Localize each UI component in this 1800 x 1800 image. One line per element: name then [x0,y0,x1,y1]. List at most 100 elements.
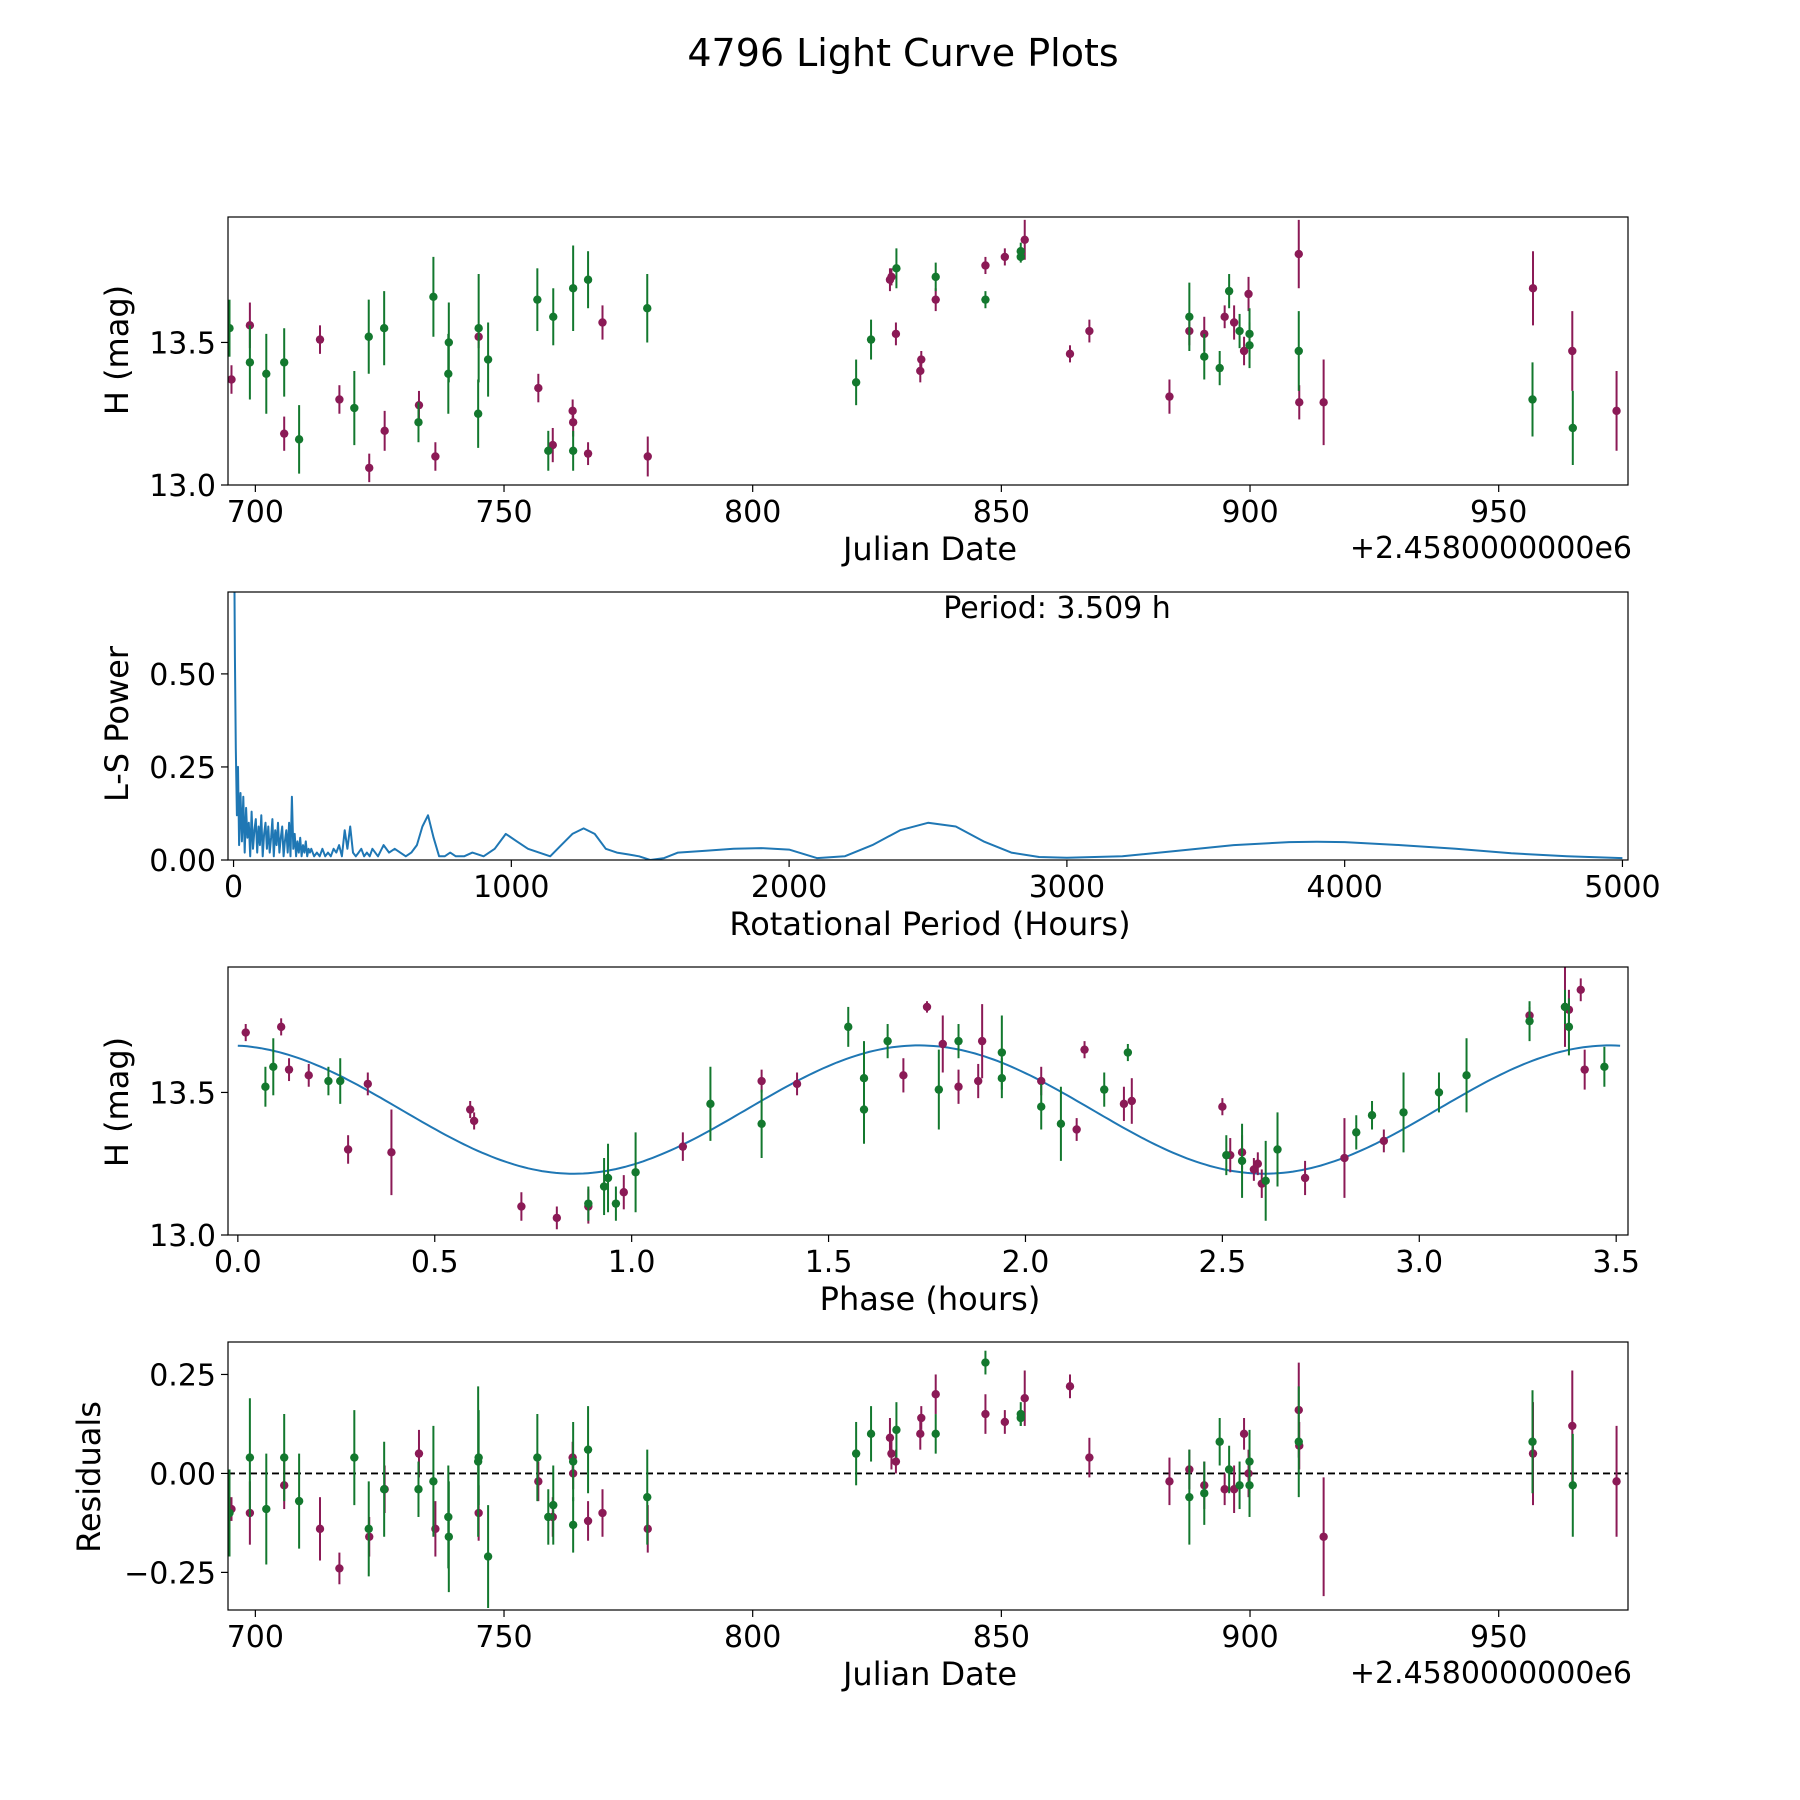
residuals-purple-point [1612,1477,1621,1486]
phased-xtick-label: 3.0 [1395,1245,1443,1280]
light_curve-green-point [429,292,438,302]
light_curve-purple-point [917,355,926,364]
residuals-purple-point [931,1390,940,1399]
light_curve-green-point [364,332,373,341]
light_curve-purple-point [315,335,325,344]
phased-green-point [1434,1088,1444,1097]
phased-green-point [1560,1002,1570,1012]
light-curve-panel: Julian Date H (mag) +2.4580000000e6 700 7… [98,216,1632,568]
light_curve-purple-point [431,452,440,461]
phased-green-point [954,1036,963,1046]
light_curve-green-point [414,418,423,427]
phased-purple-point [241,1028,250,1037]
phased-green-point [1123,1048,1133,1057]
light_curve-purple-point [1065,349,1075,359]
light_curve-purple-point [1612,406,1621,416]
light_curve-purple-point [643,452,652,461]
figure-title: 4796 Light Curve Plots [687,31,1118,75]
periodogram-xtick-label: 4000 [1306,870,1382,905]
phased-green-point [706,1099,715,1109]
light_curve-green-point [262,369,271,379]
residuals-purple-point [335,1564,344,1573]
residuals-green-point [981,1358,990,1367]
light_curve-purple-point [335,395,344,404]
residuals-purple-point [891,1457,901,1466]
phased-green-point [336,1076,345,1086]
light_curve-xtick-label: 700 [227,495,284,530]
phased-purple-point [619,1188,628,1197]
light_curve-xtick-label: 800 [724,495,781,530]
phased-purple-point [899,1071,908,1080]
phased-green-point [1273,1145,1282,1154]
residuals-green-point [262,1504,271,1514]
phased-green-point [844,1022,853,1032]
residuals-green-point [851,1449,861,1458]
phased-green-point [1367,1111,1377,1120]
light_curve-purple-point [365,463,374,473]
light_curve-purple-point [1244,289,1253,299]
residuals-purple-point [981,1409,990,1419]
light-curve-xlabel: Julian Date [841,530,1017,568]
light_curve-purple-point [891,329,901,339]
light_curve-purple-point [1295,398,1304,407]
periodogram-panel: Rotational Period (Hours) L-S Power Peri… [98,591,1661,943]
phased-purple-point [1253,1159,1263,1168]
light_curve-green-point [851,378,861,387]
light_curve-green-point [643,304,652,313]
residuals-green-point [1528,1437,1537,1446]
light_curve-green-point [1245,341,1254,350]
phased-green-point [611,1199,621,1208]
residuals-green-point [1016,1409,1025,1419]
phased-green-point [883,1036,892,1046]
phased-green-point [1564,1022,1574,1032]
phased-purple-point [343,1145,353,1154]
phased-ytick-label: 13.0 [149,1219,216,1254]
light_curve-xtick-label: 900 [1221,495,1278,530]
residuals-offset-text: +2.4580000000e6 [1350,1656,1632,1691]
light_curve-green-point [294,435,304,444]
phased-green-point [584,1199,593,1208]
residuals-green-point [474,1453,483,1462]
light_curve-green-point [379,323,389,333]
phased-xtick-label: 1.5 [805,1245,853,1280]
residuals-panel: Julian Date Residuals +2.4580000000e6 70… [70,1341,1632,1693]
light_curve-xtick-label: 950 [1470,495,1527,530]
light_curve-green-point [245,358,255,367]
residuals-purple-point [1000,1417,1010,1427]
residuals-green-point [279,1453,289,1462]
periodogram-plot-area [233,592,1623,860]
phased-purple-point [1127,1096,1136,1106]
periodogram-xtick-label: 1000 [473,870,549,905]
residuals-green-point [866,1429,876,1439]
phased-purple-point [678,1142,688,1151]
phased-panel: Phase (hours) H (mag) 0.0 0.5 1.0 1.5 2.0 2.5… [98,966,1640,1318]
light_curve-purple-point [1220,312,1229,321]
phased-xtick-label: 2.5 [1199,1245,1247,1280]
light_curve-green-point [228,323,234,333]
residuals-green-point [544,1512,553,1522]
residuals-green-point [892,1425,901,1435]
light_curve-purple-point [1000,252,1010,262]
residuals-purple-point [414,1449,424,1458]
phased-purple-point [1218,1102,1227,1111]
residuals-green-point [483,1552,493,1561]
phased-purple-point [304,1071,313,1080]
residuals-purple-point [916,1429,925,1439]
light_curve-purple-point [1239,346,1249,356]
light_curve-green-point [931,272,940,282]
residuals-green-point [294,1496,304,1506]
residuals-ytick-label: 0.25 [149,1358,216,1393]
light_curve-green-point [1528,395,1537,404]
phased-xtick-label: 3.5 [1592,1245,1640,1280]
residuals-green-point [549,1500,558,1510]
phased-green-point [1462,1071,1471,1080]
light_curve-green-point [892,264,901,273]
residuals-axes-frame [227,1341,1629,1611]
phased-purple-point [1379,1136,1389,1146]
residuals-green-point [643,1492,652,1502]
light_curve-green-point [473,409,483,418]
light_curve-purple-point [228,375,236,384]
phased-green-point [1525,1016,1534,1026]
phased-purple-point [276,1022,286,1032]
residuals-green-point [364,1524,373,1534]
